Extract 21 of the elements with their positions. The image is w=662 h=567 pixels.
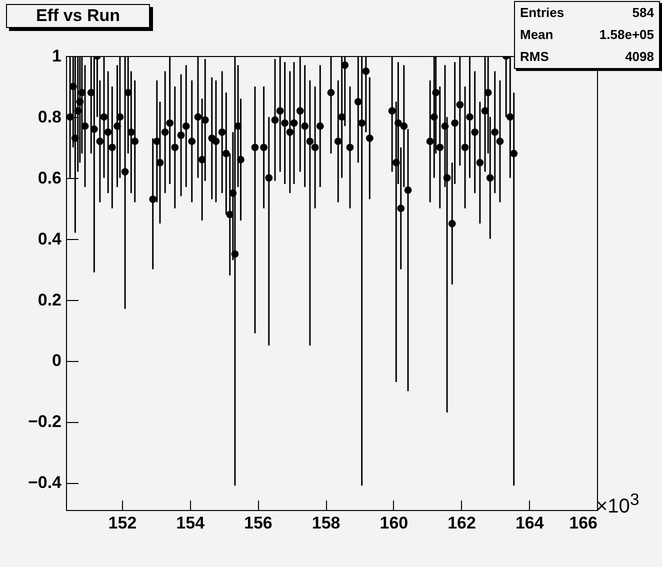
x-tick-label: 152 [108, 514, 137, 532]
x-tick-label: 164 [515, 514, 544, 532]
y-tick-label: 0.8 [38, 107, 62, 126]
x-tick-label: 166 [569, 514, 598, 532]
text: RMS 4098 [520, 49, 654, 64]
y-tick-label: 1 [52, 46, 62, 66]
x-tick-label: 158 [312, 514, 340, 532]
annotation: ×10$^{3}$ [596, 490, 640, 518]
y-tick-label: −0.2 [28, 412, 62, 432]
y-tick-label: 0.6 [38, 168, 62, 188]
x-tick-label: 156 [244, 514, 272, 532]
text: Mean 1.58e+05 [520, 27, 654, 42]
x-tick-label: 162 [448, 514, 476, 532]
y-tick-label: −0.4 [28, 473, 62, 492]
chart-title: Eff vs Run [6, 4, 150, 28]
y-tick-label: 0.2 [38, 290, 62, 310]
y-tick-label: 0.4 [38, 229, 62, 248]
x-tick-label: 154 [176, 514, 206, 532]
x-tick-label: 160 [380, 514, 408, 532]
y-tick-label: 0 [52, 351, 62, 370]
text: Entries 584 [520, 5, 654, 20]
